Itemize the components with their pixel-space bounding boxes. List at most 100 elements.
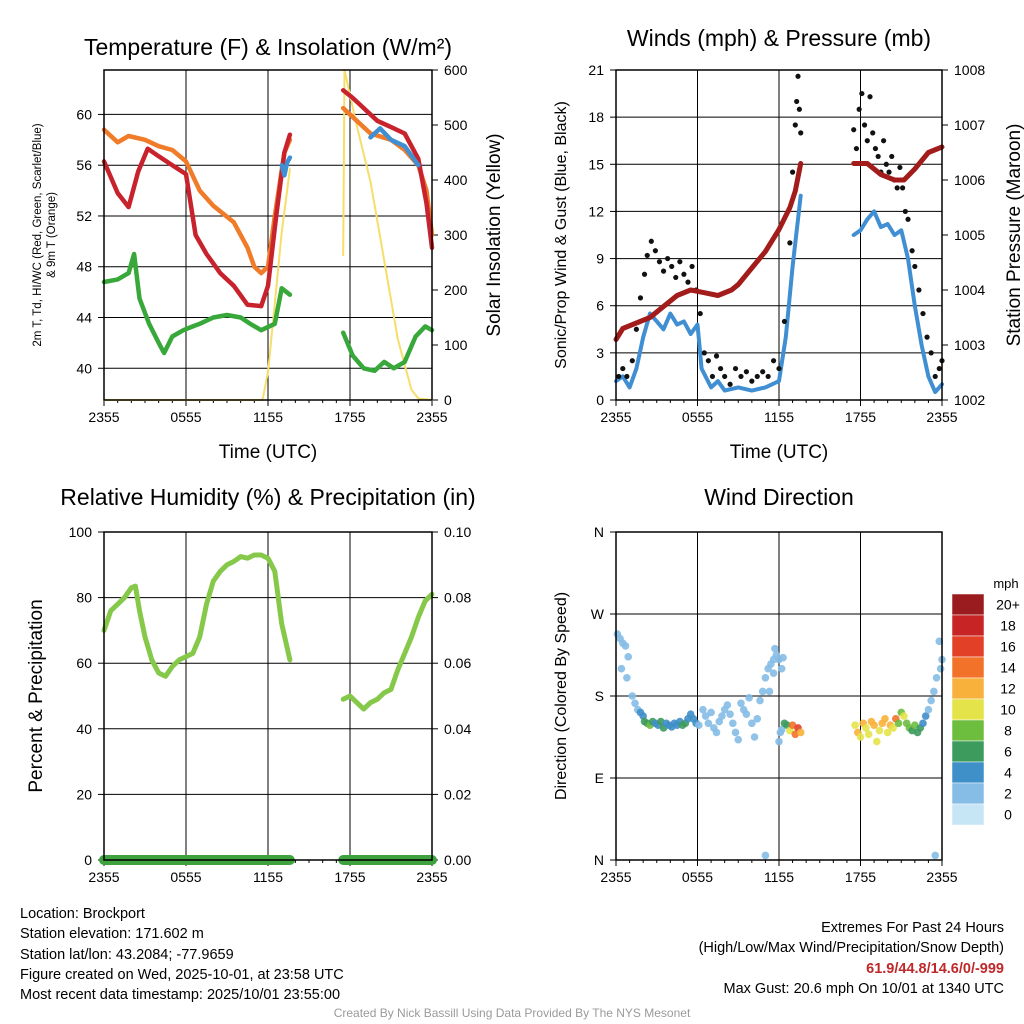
direction-point (777, 664, 786, 673)
direction-point (748, 719, 756, 728)
gust-point (861, 122, 868, 128)
gust-point (701, 350, 707, 356)
gust-point (685, 279, 691, 285)
extremes-values: 61.9/44.8/14.6/0/-999 (866, 960, 1004, 977)
direction-point (894, 719, 903, 728)
direction-point (875, 726, 884, 735)
gust-point (853, 145, 860, 152)
gust-point (776, 365, 782, 372)
panel-wind: 2355 0555 1155 1755 235503691215182110021003… (553, 25, 1024, 463)
direction-point (761, 673, 770, 682)
x-tick-label: 2355 (926, 409, 957, 425)
y-tick-label: 48 (76, 259, 92, 275)
chart-title: Winds (mph) & Pressure (mb) (627, 25, 931, 51)
legend-swatch (951, 803, 985, 826)
legend-label: 16 (1000, 639, 1016, 655)
x-tick-label: 2355 (88, 869, 119, 885)
speed-legend: mph 20+ 18 16 14 12 10 8 6 4 2 0 (951, 576, 1020, 826)
y2-tick-label: 0.10 (444, 524, 471, 540)
gust-point (633, 326, 639, 332)
direction-point (924, 705, 933, 714)
legend-label: 6 (1004, 744, 1012, 760)
gust-point (928, 350, 934, 356)
gust-point (894, 185, 900, 191)
gust-point (902, 208, 908, 215)
gust-point (872, 145, 879, 152)
gust-point (669, 263, 675, 270)
y2-tick-label: 0.00 (444, 852, 471, 868)
y-tick-label: 44 (76, 310, 92, 326)
direction-point (621, 642, 630, 650)
legend-label: 10 (1000, 702, 1016, 718)
direction-point (617, 664, 626, 673)
series-2m-t (101, 88, 435, 309)
x-tick-label: 1755 (334, 409, 365, 425)
gust-point (781, 318, 788, 325)
y-tick-label: 40 (76, 721, 92, 737)
y-tick-label: 6 (596, 298, 604, 314)
x-tick-label: 2355 (600, 409, 631, 425)
legend-swatch (951, 782, 985, 805)
gust-point (900, 185, 906, 191)
x-tick-label: 2355 (600, 869, 631, 885)
gust-point (765, 373, 771, 380)
gust-point (924, 334, 930, 340)
gust-point (727, 381, 733, 387)
x-tick-label: 2355 (88, 409, 119, 425)
y-tick-label: W (591, 606, 605, 622)
x-tick-label: 1155 (764, 869, 794, 885)
gust-point (886, 169, 892, 175)
y2-tick-label: 1008 (954, 62, 985, 78)
x-tick-label: 1755 (845, 409, 876, 425)
gust-point (652, 248, 658, 254)
gust-point (909, 248, 915, 254)
recent-data-timestamp: Most recent data timestamp: 2025/10/01 2… (20, 987, 341, 1004)
direction-point (737, 699, 745, 708)
y2-axis-label: Station Pressure (Maroon) (1004, 124, 1024, 347)
gust-point (889, 153, 895, 160)
x-tick-label: 0555 (170, 869, 201, 885)
plot-border (615, 531, 943, 861)
direction-point (889, 724, 897, 732)
y-axis-label-line2: & 9m T (Orange) (46, 192, 58, 278)
gust-point (754, 373, 760, 380)
chart-title: Temperature (F) & Insolation (W/m²) (84, 34, 452, 60)
direction-point (919, 719, 927, 728)
x-tick-label: 1755 (334, 869, 365, 885)
panel-rh: 2355 0555 1155 1755 23550204060801000.000.02… (26, 484, 476, 885)
gust-point (660, 268, 667, 274)
gust-point (760, 369, 766, 375)
x-tick-label: 1155 (253, 409, 283, 425)
gust-point (677, 259, 683, 265)
direction-point (862, 724, 870, 732)
gust-point (616, 373, 622, 380)
gust-point (656, 259, 663, 265)
gust-point (864, 138, 870, 144)
y2-axis-label: Solar Insolation (Yellow) (484, 133, 505, 336)
direction-point (723, 701, 732, 709)
gust-point (897, 164, 903, 171)
direction-point (936, 664, 945, 673)
gust-point (665, 255, 671, 262)
y2-tick-label: 1004 (954, 282, 985, 298)
gust-point (789, 169, 796, 175)
gust-point (856, 106, 862, 112)
y-tick-label: 0 (84, 852, 92, 868)
x-tick-label: 0555 (682, 869, 713, 885)
gust-point (673, 274, 679, 281)
legend-swatch (951, 614, 985, 637)
y-tick-label: 60 (76, 106, 92, 122)
legend-label: 20+ (996, 597, 1020, 613)
extremes-heading: Extremes For Past 24 Hours (821, 920, 1004, 936)
gust-point (795, 73, 801, 79)
direction-point (745, 694, 753, 702)
gust-point (796, 106, 802, 112)
direction-point (932, 673, 941, 682)
gust-point (620, 365, 626, 372)
y2-tick-label: 200 (444, 282, 468, 298)
y2-tick-label: 600 (444, 62, 468, 78)
direction-point (765, 687, 774, 696)
direction-point (734, 735, 743, 744)
